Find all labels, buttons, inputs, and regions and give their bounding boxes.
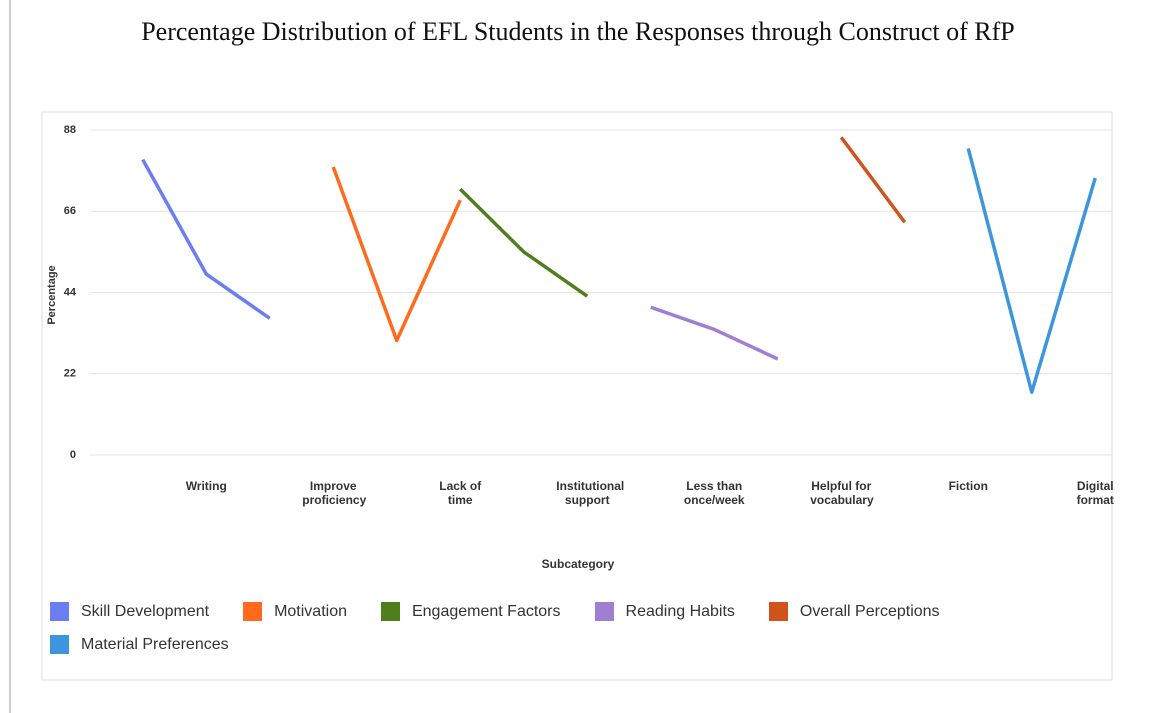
series-line (331, 166, 462, 343)
legend-label: Material Preferences (81, 635, 229, 653)
legend-label: Skill Development (81, 602, 210, 620)
legend-swatch (50, 602, 69, 621)
legend-label: Motivation (274, 602, 347, 620)
y-axis-label: Percentage (46, 265, 58, 324)
legend-label: Overall Perceptions (799, 602, 940, 620)
x-tick-label: Improve proficiency (302, 479, 367, 507)
legend-label: Engagement Factors (411, 602, 561, 620)
series-line (839, 136, 907, 224)
chart-frame (41, 111, 1113, 681)
legend-swatch (380, 602, 400, 621)
legend: Skill Development Motivation Engagement Fa… (50, 602, 1060, 654)
y-tick-label: 44 (64, 286, 77, 298)
legend-item: Material Preferences (50, 635, 229, 654)
legend-swatch (768, 602, 788, 621)
legend-item: Engagement Factors (380, 602, 561, 621)
x-tick-label: Fiction (948, 479, 988, 493)
legend-label: Reading Habits (625, 602, 735, 620)
legend-item: Skill Development (50, 602, 209, 621)
x-tick-label: Helpful for vocabulary (810, 479, 874, 507)
series-line (459, 187, 589, 298)
series-line (650, 305, 779, 361)
series-line (966, 148, 1097, 394)
legend-swatch (243, 602, 263, 621)
series-line (141, 158, 271, 320)
legend-swatch (50, 635, 69, 654)
x-tick-label: Institutional support (556, 479, 625, 507)
x-tick-label: Less than once/week (683, 479, 745, 507)
y-tick-label: 88 (64, 124, 76, 136)
legend-swatch (594, 602, 614, 621)
y-tick-label: 0 (70, 449, 76, 461)
x-tick-label: Lack of time (439, 479, 482, 507)
chart-title: Percentage Distribution of EFL Students … (141, 17, 1015, 46)
legend-item: Overall Perceptions (768, 602, 940, 621)
y-tick-label: 66 (64, 205, 76, 217)
x-tick-label: Digital format (1076, 479, 1114, 507)
x-tick-label: Writing (185, 479, 227, 493)
legend-item: Motivation (243, 602, 347, 621)
legend-item: Reading Habits (594, 602, 735, 621)
y-tick-label: 22 (64, 368, 76, 380)
x-axis-label: Subcategory (542, 557, 615, 571)
